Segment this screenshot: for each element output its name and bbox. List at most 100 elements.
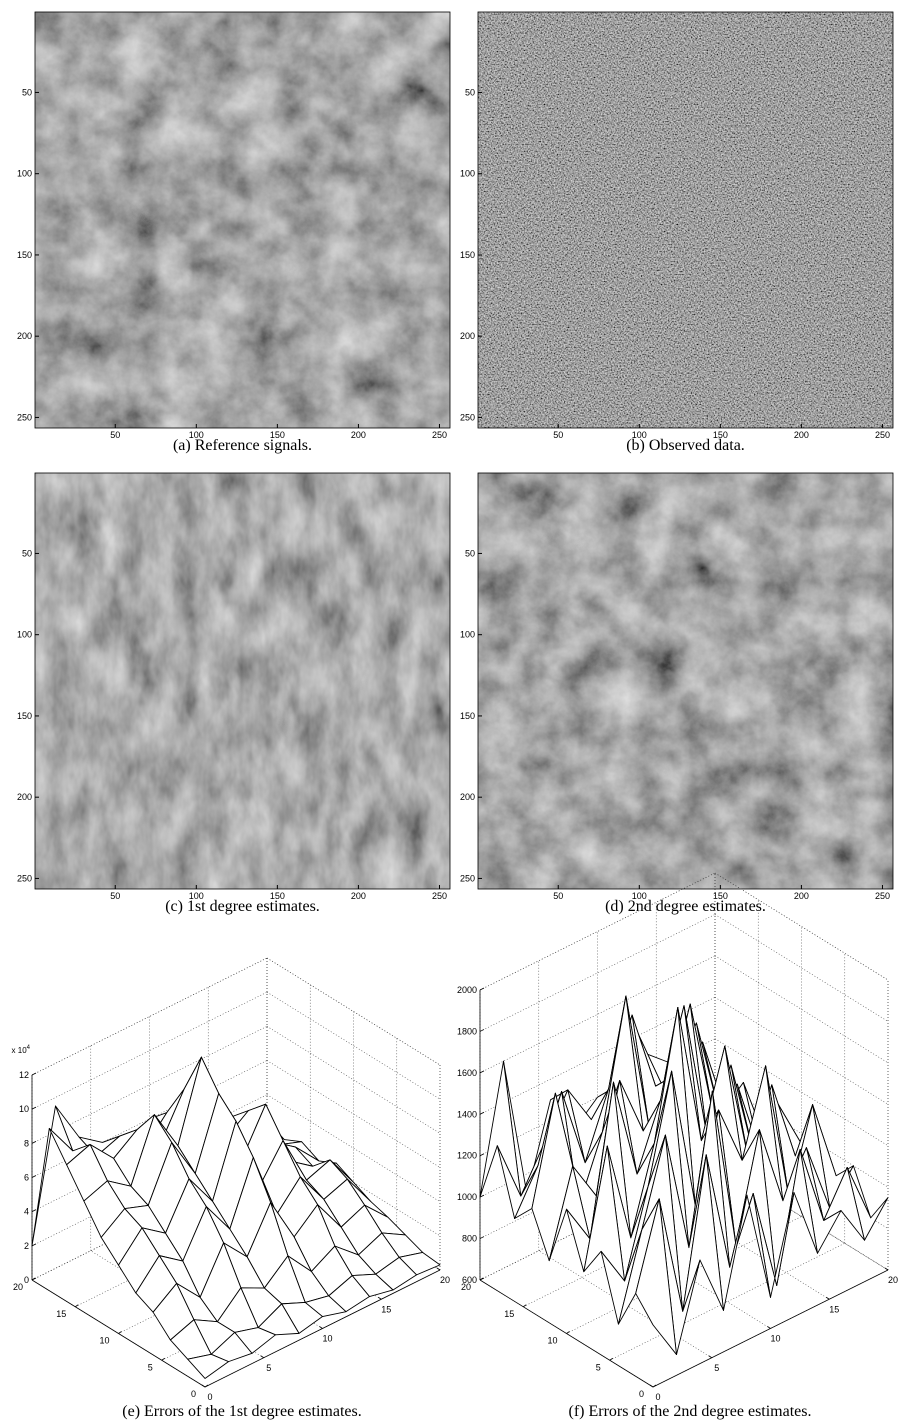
grid-line xyxy=(266,1060,441,1168)
y-tick xyxy=(161,1357,165,1361)
x-tick xyxy=(767,1326,771,1329)
y-tick xyxy=(652,1384,657,1388)
x-tick-label: 200 xyxy=(351,430,366,440)
y-tick-label: 150 xyxy=(17,250,32,260)
x-tick-label: 100 xyxy=(189,430,204,440)
y-tick xyxy=(523,1304,527,1308)
image xyxy=(35,473,450,889)
grid-line xyxy=(266,1094,441,1202)
x-tick xyxy=(826,1296,830,1300)
y-tick-label: 150 xyxy=(460,250,475,260)
y-tick xyxy=(75,1304,79,1308)
y-tick-label: 150 xyxy=(17,711,32,721)
x-tick-label: 50 xyxy=(553,430,563,440)
y-tick-label: 15 xyxy=(504,1309,514,1319)
x-tick-label: 250 xyxy=(432,891,447,901)
x-tick-label: 50 xyxy=(553,891,563,901)
surface-patch xyxy=(187,1353,229,1379)
axes-frame xyxy=(477,472,894,890)
z-tick xyxy=(31,1277,37,1281)
grid-line xyxy=(714,1038,889,1146)
y-tick-label: 20 xyxy=(13,1282,23,1292)
image xyxy=(478,12,893,428)
x-tick-label: 150 xyxy=(713,430,728,440)
x-tick-label: 100 xyxy=(189,891,204,901)
axes-frame xyxy=(34,472,451,890)
z-tick xyxy=(31,1140,37,1144)
y-tick-label: 200 xyxy=(17,331,32,341)
y-tick-label: 250 xyxy=(460,412,475,422)
y-tick-label: 0 xyxy=(639,1389,644,1399)
y-tick-label: 10 xyxy=(547,1336,557,1346)
grid-line xyxy=(714,872,889,981)
y-tick xyxy=(609,1357,613,1361)
x-tick-label: 15 xyxy=(829,1304,839,1314)
z-tick-label: 600 xyxy=(462,1275,477,1285)
caption: (d) 2nd degree estimates. xyxy=(605,898,766,915)
x-tick-label: 20 xyxy=(888,1275,898,1285)
y-tick-label: 50 xyxy=(22,87,32,97)
z-tick xyxy=(479,1111,485,1115)
grid-line xyxy=(266,957,441,1066)
grid-line xyxy=(656,1191,830,1300)
z-multiplier-base: x 10 xyxy=(12,1046,28,1055)
image xyxy=(478,473,893,889)
x-tick-label: 0 xyxy=(655,1392,660,1402)
y-tick-label: 100 xyxy=(17,630,32,640)
grid-line xyxy=(714,997,889,1105)
z-tick xyxy=(31,1072,37,1076)
x-tick-label: 5 xyxy=(714,1363,719,1373)
axes-frame xyxy=(34,11,451,429)
grid-line xyxy=(266,1026,441,1134)
y-tick-label: 50 xyxy=(22,548,32,558)
y-tick-label: 5 xyxy=(148,1362,153,1372)
x-tick xyxy=(319,1326,323,1329)
z-tick-label: 2 xyxy=(24,1241,29,1251)
y-tick-label: 0 xyxy=(191,1389,196,1399)
x-tick xyxy=(260,1355,264,1359)
z-tick xyxy=(479,1029,485,1032)
y-tick-label: 50 xyxy=(465,87,475,97)
x-tick-label: 10 xyxy=(322,1334,332,1344)
x-tick-label: 10 xyxy=(770,1334,780,1344)
z-tick-label: 2000 xyxy=(457,985,477,995)
x-tick-label: 50 xyxy=(110,430,120,440)
x-tick-label: 5 xyxy=(266,1363,271,1373)
x-tick xyxy=(378,1296,382,1300)
y-tick-label: 10 xyxy=(99,1336,109,1346)
y-tick-label: 200 xyxy=(460,792,475,802)
z-tick xyxy=(479,1153,485,1157)
z-tick xyxy=(31,1209,37,1213)
y-tick-label: 250 xyxy=(460,873,475,883)
y-tick xyxy=(204,1384,209,1388)
caption: (b) Observed data. xyxy=(626,437,745,454)
x-tick-label: 100 xyxy=(632,891,647,901)
x-tick-label: 250 xyxy=(875,430,890,440)
z-tick-label: 1200 xyxy=(457,1151,477,1161)
x-tick-label: 0 xyxy=(207,1392,212,1402)
x-tick-label: 150 xyxy=(713,891,728,901)
x-tick-label: 150 xyxy=(270,430,285,440)
z-tick xyxy=(479,1236,485,1239)
x-tick-label: 250 xyxy=(875,891,890,901)
z-tick-label: 1600 xyxy=(457,1068,477,1078)
x-tick xyxy=(708,1355,712,1359)
grid-line xyxy=(714,955,889,1064)
y-tick-label: 100 xyxy=(17,169,32,179)
z-tick-label: 1800 xyxy=(457,1026,477,1036)
grid-line xyxy=(714,1162,889,1271)
x-tick xyxy=(884,1267,889,1271)
z-multiplier: x 104 xyxy=(12,1045,31,1055)
grid-line xyxy=(538,1250,712,1359)
y-tick-label: 200 xyxy=(460,331,475,341)
x-tick-label: 200 xyxy=(794,891,809,901)
z-tick xyxy=(479,1194,485,1198)
z-tick-label: 4 xyxy=(24,1207,29,1217)
surface-patch xyxy=(635,1198,677,1356)
z-tick xyxy=(479,1277,485,1281)
y-tick-label: 100 xyxy=(460,169,475,179)
x-tick-label: 200 xyxy=(351,891,366,901)
x-tick-label: 50 xyxy=(110,891,120,901)
